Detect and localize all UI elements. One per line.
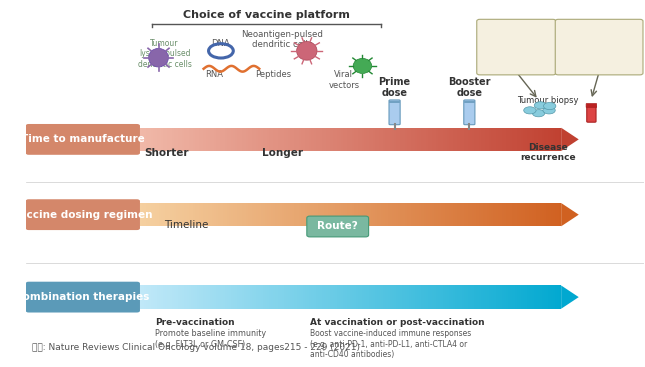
Text: Tumour
lysate-pulsed
dendritic cells: Tumour lysate-pulsed dendritic cells [138,39,192,69]
Circle shape [543,107,555,114]
Circle shape [532,110,545,117]
Text: Neoantigen-pulsed
dendritic cells: Neoantigen-pulsed dendritic cells [241,30,323,50]
Polygon shape [561,128,579,151]
FancyBboxPatch shape [389,100,400,125]
Ellipse shape [148,48,168,67]
Ellipse shape [297,41,317,60]
Text: Disease
recurrence: Disease recurrence [520,143,575,162]
FancyBboxPatch shape [477,19,556,75]
Circle shape [534,102,546,109]
FancyBboxPatch shape [586,103,597,108]
Text: Longer: Longer [262,148,303,158]
Circle shape [544,102,556,110]
Ellipse shape [353,58,372,73]
Text: Combination therapies: Combination therapies [15,292,150,302]
Text: Peptides: Peptides [255,70,291,79]
Text: Assessment of
vaccine-induced
T cell responses in
blood and tumour: Assessment of vaccine-induced T cell res… [564,22,635,62]
FancyBboxPatch shape [26,199,140,230]
Text: Route?: Route? [317,222,358,232]
Polygon shape [561,203,579,226]
Text: Tumour biopsy: Tumour biopsy [517,97,579,105]
Text: Viral
vectors: Viral vectors [328,70,359,90]
Polygon shape [561,286,579,309]
Text: Timeline: Timeline [164,221,208,230]
FancyBboxPatch shape [464,100,475,125]
Text: Repeat
sequencing of
tumour DNA: Repeat sequencing of tumour DNA [488,22,544,52]
Text: Choice of vaccine platform: Choice of vaccine platform [183,10,350,20]
FancyBboxPatch shape [555,19,643,75]
Text: Boost vaccine-induced immune responses
(e.g. anti-PD-1, anti-PD-L1, anti-CTLA4 o: Boost vaccine-induced immune responses (… [310,329,471,359]
Text: Vaccine dosing regimen: Vaccine dosing regimen [12,210,153,220]
Text: Promote baseline immunity
(e.g. FLT3L or GM-CSF): Promote baseline immunity (e.g. FLT3L or… [155,329,266,349]
Text: RNA: RNA [205,70,223,79]
FancyBboxPatch shape [307,216,369,237]
Text: Shorter: Shorter [144,148,189,158]
Text: Pre-vaccination: Pre-vaccination [155,317,235,327]
Text: At vaccination or post-vaccination: At vaccination or post-vaccination [310,317,484,327]
FancyBboxPatch shape [26,282,140,313]
Text: DNA: DNA [211,39,230,48]
Text: Prime
dose: Prime dose [379,77,411,98]
Text: 출처: Nature Reviews Clinical Oncology volume 18, pages215 - 229 (2021): 출처: Nature Reviews Clinical Oncology vol… [32,343,360,352]
Circle shape [524,107,536,114]
Text: Booster
dose: Booster dose [448,77,491,98]
Text: Time to manufacture: Time to manufacture [21,134,144,144]
FancyBboxPatch shape [587,106,596,122]
FancyBboxPatch shape [26,124,140,155]
